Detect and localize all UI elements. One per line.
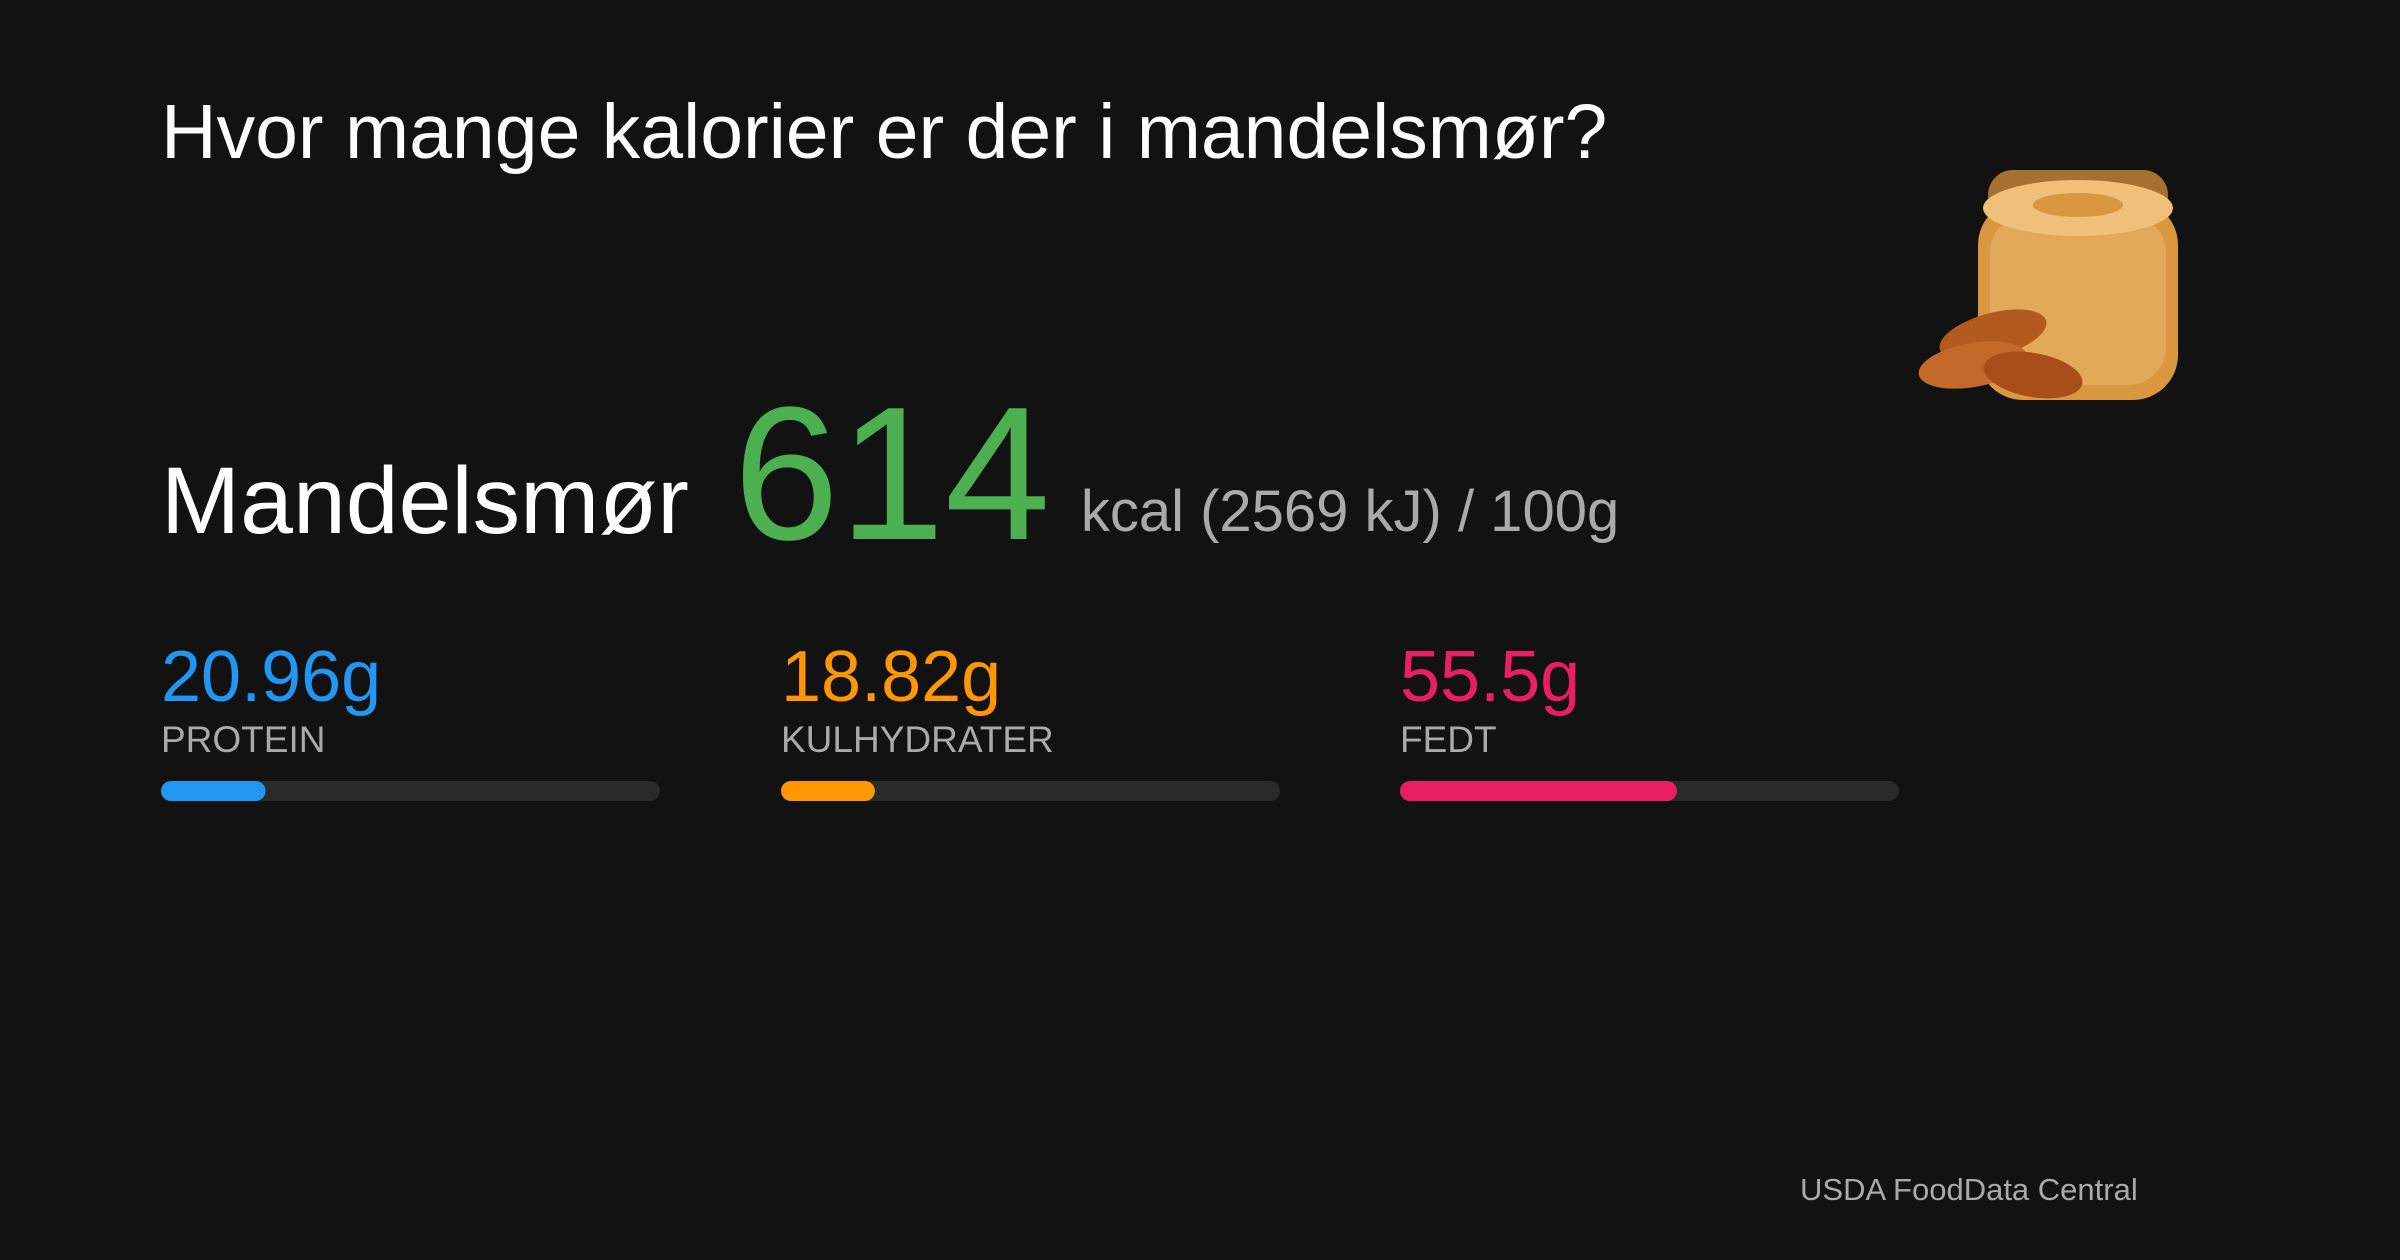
macro-label: FEDT: [1400, 719, 1497, 760]
macro-value: 20.96g: [161, 637, 381, 717]
calories: 614: [733, 368, 1050, 580]
bar-track: [781, 781, 1280, 801]
calorie-unit: kcal (2569 kJ) / 100g: [1081, 479, 1619, 544]
food-image: [1918, 170, 2178, 400]
bar-fill: [781, 781, 875, 801]
source: USDA FoodData Central: [1800, 1172, 2138, 1207]
bar-track: [161, 781, 660, 801]
macro-value: 55.5g: [1400, 637, 1580, 717]
food-name: Mandelsmør: [161, 448, 689, 554]
macro-value: 18.82g: [781, 637, 1001, 717]
headline: Mandelsmør 614 kcal (2569 kJ) / 100g: [161, 368, 1619, 580]
title: Hvor mange kalorier er der i mandelsmør?: [161, 89, 1607, 175]
bar-fill: [1400, 781, 1677, 801]
macro-label: PROTEIN: [161, 719, 325, 760]
macro-label: KULHYDRATER: [781, 719, 1054, 760]
bar-fill: [161, 781, 266, 801]
